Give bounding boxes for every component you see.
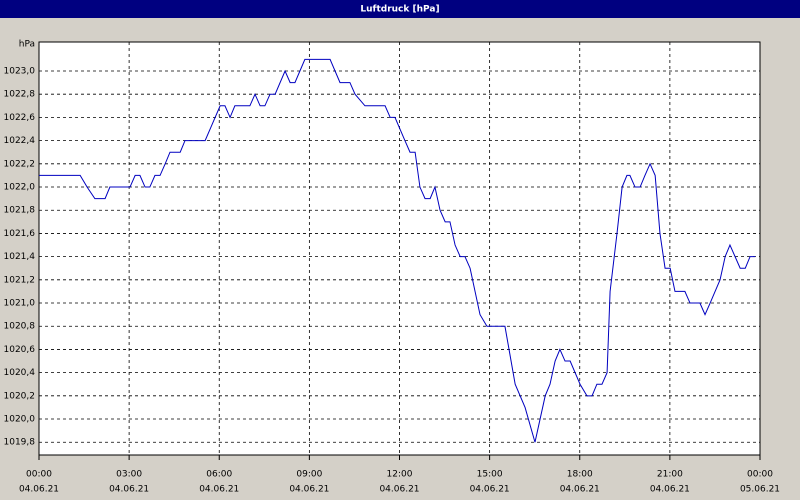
y-tick-label: 1023,0 [4, 67, 36, 77]
x-tick-label: 15:00 [477, 470, 503, 480]
x-tick-date: 04.06.21 [199, 485, 239, 495]
y-tick-label: 1020,4 [4, 368, 36, 378]
y-tick-label: 1022,4 [4, 136, 36, 146]
y-tick-label: 1022,6 [4, 113, 36, 123]
y-tick-label: 1021,0 [4, 299, 36, 309]
y-tick-label: 1021,4 [4, 252, 36, 262]
chart-title: Luftdruck [hPa] [360, 5, 439, 15]
x-tick-label: 21:00 [657, 470, 683, 480]
y-axis-label: hPa [19, 40, 35, 50]
y-tick-label: 1022,2 [4, 159, 36, 169]
y-tick-label: 1020,8 [4, 322, 36, 332]
x-tick-date: 04.06.21 [109, 485, 149, 495]
title-bar [0, 0, 800, 18]
x-tick-label: 00:00 [747, 470, 773, 480]
y-tick-label: 1019,8 [4, 438, 36, 448]
x-tick-date: 04.06.21 [19, 485, 59, 495]
x-tick-date: 04.06.21 [379, 485, 419, 495]
x-tick-label: 03:00 [116, 470, 142, 480]
x-tick-date: 04.06.21 [560, 485, 600, 495]
x-tick-date: 05.06.21 [740, 485, 780, 495]
x-tick-date: 04.06.21 [470, 485, 510, 495]
x-tick-label: 12:00 [387, 470, 413, 480]
y-tick-label: 1021,8 [4, 206, 36, 216]
x-tick-label: 18:00 [567, 470, 593, 480]
x-tick-label: 09:00 [296, 470, 322, 480]
x-tick-label: 06:00 [206, 470, 232, 480]
y-tick-label: 1022,0 [4, 183, 36, 193]
x-tick-label: 00:00 [26, 470, 52, 480]
y-tick-label: 1021,2 [4, 275, 36, 285]
x-tick-date: 04.06.21 [289, 485, 329, 495]
data-line [39, 58, 756, 443]
y-tick-label: 1021,6 [4, 229, 36, 239]
y-tick-label: 1020,6 [4, 345, 36, 355]
y-tick-label: 1022,8 [4, 90, 36, 100]
x-tick-date: 04.06.21 [650, 485, 690, 495]
y-tick-label: 1020,0 [4, 415, 36, 425]
y-tick-label: 1020,2 [4, 391, 36, 401]
